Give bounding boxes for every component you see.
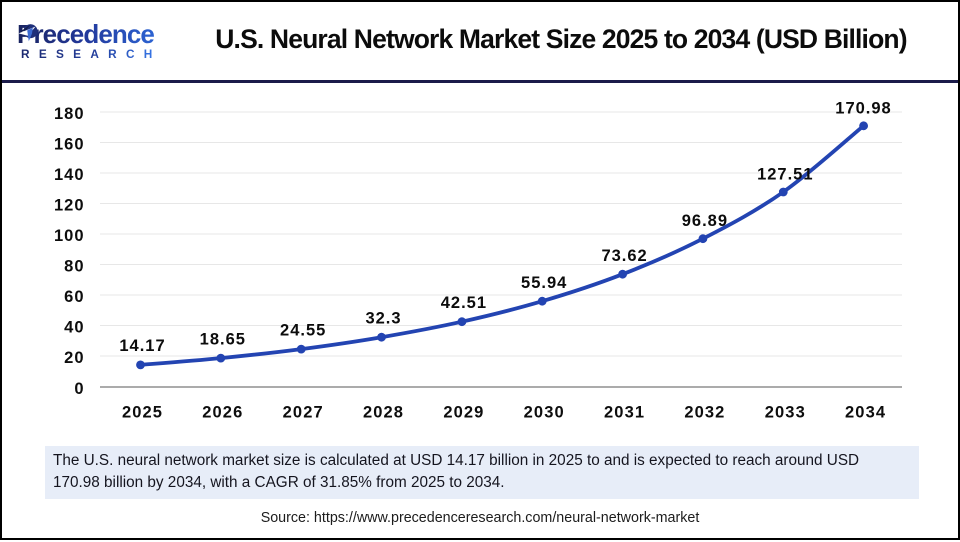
- svg-text:24.55: 24.55: [280, 322, 326, 340]
- svg-text:2034: 2034: [845, 403, 886, 421]
- svg-text:140: 140: [54, 166, 85, 184]
- svg-text:2029: 2029: [443, 403, 484, 421]
- svg-text:96.89: 96.89: [682, 212, 728, 230]
- svg-text:180: 180: [54, 105, 85, 123]
- svg-text:2027: 2027: [283, 403, 324, 421]
- svg-text:2025: 2025: [122, 403, 163, 421]
- svg-text:73.62: 73.62: [601, 247, 647, 265]
- svg-text:2031: 2031: [604, 403, 645, 421]
- svg-text:55.94: 55.94: [521, 274, 567, 292]
- svg-text:18.65: 18.65: [200, 330, 246, 348]
- svg-text:32.3: 32.3: [365, 310, 401, 328]
- svg-text:80: 80: [64, 258, 84, 276]
- svg-text:170.98: 170.98: [835, 99, 891, 117]
- svg-text:120: 120: [54, 196, 85, 214]
- svg-text:160: 160: [54, 135, 85, 153]
- svg-text:100: 100: [54, 227, 85, 245]
- svg-text:20: 20: [64, 349, 84, 367]
- svg-text:60: 60: [64, 288, 84, 306]
- svg-text:2028: 2028: [363, 403, 404, 421]
- svg-text:2032: 2032: [684, 403, 725, 421]
- svg-text:2033: 2033: [765, 403, 806, 421]
- svg-text:42.51: 42.51: [441, 294, 487, 312]
- svg-text:0: 0: [74, 380, 84, 398]
- svg-text:40: 40: [64, 319, 84, 337]
- svg-text:127.51: 127.51: [757, 165, 813, 183]
- svg-text:2030: 2030: [524, 403, 565, 421]
- svg-text:14.17: 14.17: [119, 337, 165, 355]
- svg-text:2026: 2026: [202, 403, 243, 421]
